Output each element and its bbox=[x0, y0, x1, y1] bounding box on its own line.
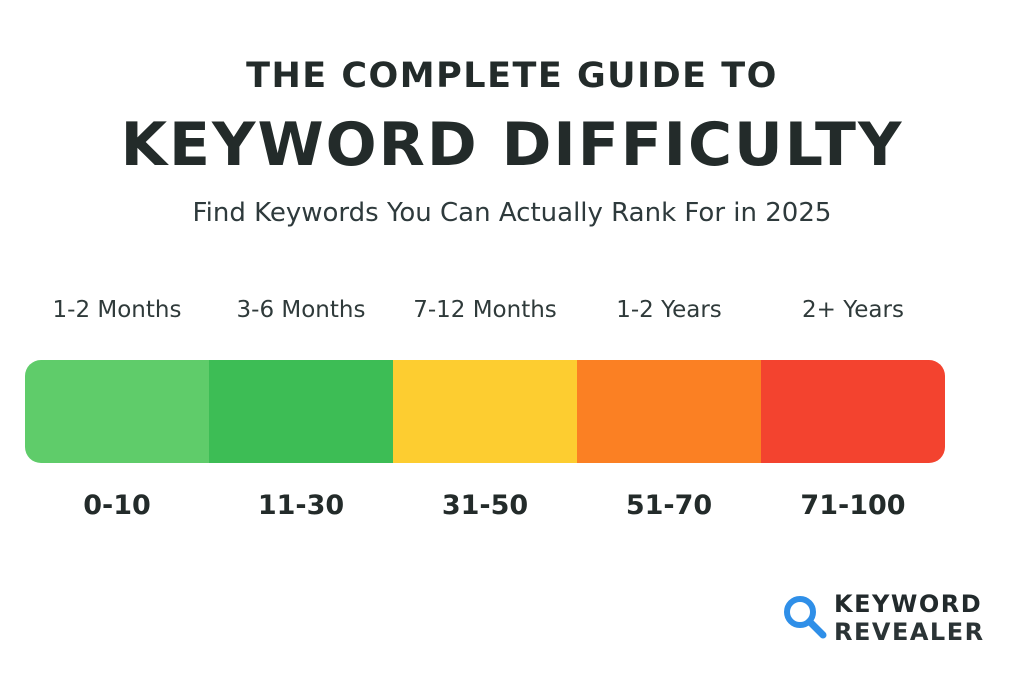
guide-subtitle: Find Keywords You Can Actually Rank For … bbox=[192, 198, 832, 228]
magnifier-icon bbox=[784, 596, 827, 639]
time-to-rank-labels: 1-2 Months 3-6 Months 7-12 Months 1-2 Ye… bbox=[25, 297, 945, 323]
brand-logo: KEYWORD REVEALER bbox=[778, 586, 998, 646]
time-label-1: 1-2 Months bbox=[52, 297, 182, 323]
time-label-2: 3-6 Months bbox=[236, 297, 366, 323]
time-label-4: 1-2 Years bbox=[616, 297, 722, 323]
difficulty-segment-2 bbox=[209, 360, 393, 463]
difficulty-segment-1 bbox=[25, 360, 209, 463]
range-label-4: 51-70 bbox=[625, 490, 713, 521]
time-label-3: 7-12 Months bbox=[413, 297, 557, 323]
range-label-3: 31-50 bbox=[441, 490, 529, 521]
guide-title-top: THE COMPLETE GUIDE TO bbox=[246, 56, 778, 96]
brand-name-line-1: KEYWORD bbox=[834, 590, 983, 618]
difficulty-segment-3 bbox=[393, 360, 577, 463]
difficulty-segment-5 bbox=[761, 360, 945, 463]
range-label-1: 0-10 bbox=[83, 490, 151, 521]
difficulty-segment-4 bbox=[577, 360, 761, 463]
guide-title-main: KEYWORD DIFFICULTY bbox=[120, 110, 904, 180]
range-label-2: 11-30 bbox=[257, 490, 345, 521]
brand-name-line-2: REVEALER bbox=[834, 618, 985, 646]
difficulty-scale-bar bbox=[25, 360, 945, 463]
time-label-5: 2+ Years bbox=[802, 297, 904, 323]
range-label-5: 71-100 bbox=[800, 490, 906, 521]
difficulty-range-labels: 0-10 11-30 31-50 51-70 71-100 bbox=[25, 490, 945, 521]
